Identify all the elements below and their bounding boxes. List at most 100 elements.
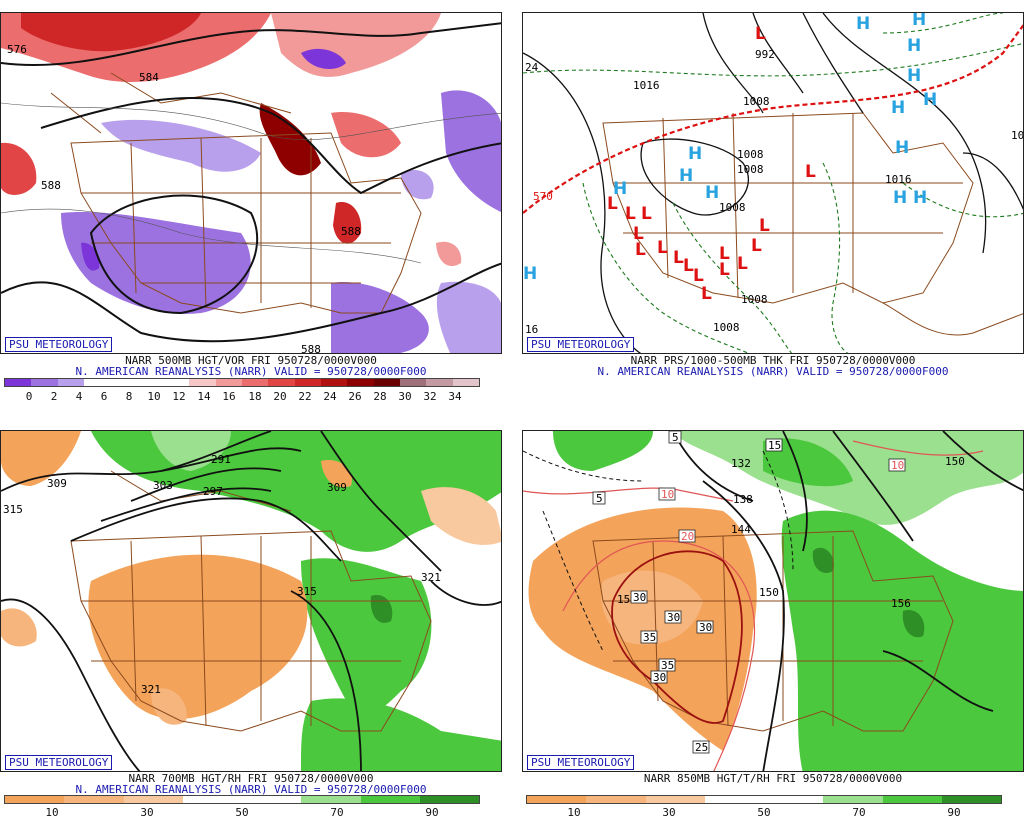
rh-colorbar: [526, 795, 1002, 804]
panel-caption: NARR 850MB HGT/T/RH FRI 950728/0000V000: [643, 772, 903, 785]
low-center-marker: L: [751, 236, 762, 256]
panel-subcaption: N. AMERICAN REANALYSIS (NARR) VALID = 95…: [597, 365, 949, 378]
colorbar-swatch: [320, 379, 348, 386]
colorbar-swatch: [704, 796, 764, 803]
height-label: 588: [301, 343, 321, 354]
thickness-contours: [523, 13, 1023, 353]
low-center-marker: L: [755, 24, 766, 44]
vorticity-min-hudson: [301, 48, 346, 69]
low-center-marker: L: [635, 240, 646, 260]
low-center-marker: L: [693, 266, 704, 286]
vorticity-lobe-pacific: [1, 142, 37, 195]
colorbar-tick-label: 50: [235, 806, 249, 819]
moist-area-northwest: [553, 431, 653, 471]
height-label: 576: [7, 43, 27, 56]
temp-label-box: [668, 431, 682, 444]
colorbar-tick-label: 10: [567, 806, 581, 819]
colorbar-swatch: [215, 379, 242, 386]
temp-label: 20: [681, 530, 694, 543]
psu-meteorology-logo: PSU METEOROLOGY: [527, 755, 635, 770]
height-label: 315: [297, 585, 317, 598]
colorbar-swatch: [242, 796, 302, 803]
map-850mb-temp-rh: 132 138 144 150 150 156 150 5 5 15 10 10…: [522, 430, 1024, 772]
thickness-label: 570: [533, 190, 553, 203]
height-contours-dashed: [523, 450, 794, 652]
temp-label: 30: [667, 611, 680, 624]
map-700mb-rh: 315 309 303 297 291 309 315 321 321 PSU …: [0, 430, 502, 772]
moist-area-east: [301, 558, 432, 715]
colorbar-tick-label: 28: [373, 390, 387, 403]
height-label: 291: [211, 453, 231, 466]
colorbar-swatch: [426, 379, 453, 386]
vorticity-max-northeast: [271, 13, 441, 77]
high-center-marker: H: [688, 144, 702, 164]
height-label: 144: [731, 523, 751, 536]
colorbar-tick-label: 10: [45, 806, 59, 819]
isobars: [523, 13, 1023, 353]
low-center-marker: L: [683, 256, 694, 276]
colorbar-swatch: [399, 379, 427, 386]
height-contours: [1, 431, 501, 771]
panel-caption: NARR PRS/1000-500MB THK FRI 950728/0000V…: [630, 354, 916, 367]
high-center-marker: H: [856, 14, 870, 34]
colorbar-swatch: [294, 379, 321, 386]
panel-pressure-thickness: 24 570 992 1016 1008 1008 1008 1008 1008…: [522, 12, 1024, 414]
colorbar-swatch: [527, 796, 587, 803]
panel-700mb-rh: 315 309 303 297 291 309 315 321 321 PSU …: [0, 430, 502, 832]
colorbar-tick-label: 16: [222, 390, 236, 403]
vorticity-min-gulf: [331, 282, 429, 353]
pressure-label: 1016: [633, 79, 660, 92]
low-center-marker: L: [607, 194, 618, 214]
temp-label-box: [765, 438, 783, 452]
high-center-marker: H: [679, 166, 693, 186]
temp-label-box: [658, 487, 676, 501]
temp-label-box: [678, 529, 696, 543]
pressure-label: 1008: [737, 163, 764, 176]
colorbar-swatch: [83, 379, 111, 386]
vorticity-colorbar: [4, 378, 480, 387]
pressure-label: 1008: [743, 95, 770, 108]
colorbar-swatch: [110, 379, 137, 386]
colorbar-swatch: [123, 796, 183, 803]
temp-label-box: [696, 620, 714, 634]
low-center-marker: L: [673, 248, 684, 268]
pressure-label: 1008: [737, 148, 764, 161]
colorbar-tick-label: 12: [172, 390, 186, 403]
political-borders: [70, 470, 432, 732]
low-center-marker: L: [719, 260, 730, 280]
colorbar-tick-label: 4: [75, 390, 83, 403]
high-pressure-centers: H H H H H H H H H H H H H H: [523, 13, 937, 284]
colorbar-tick-label: 24: [323, 390, 337, 403]
colorbar-swatch: [360, 796, 420, 803]
high-center-marker: H: [613, 179, 627, 199]
vorticity-min-southeast: [436, 281, 501, 353]
height-label: 309: [47, 477, 67, 490]
colorbar-tick-label: 34: [448, 390, 462, 403]
vorticity-lobe-atlantic: [436, 241, 462, 267]
dry-area-core: [601, 570, 703, 645]
colorbar-swatch: [882, 796, 942, 803]
political-borders: [602, 112, 1023, 336]
colorbar-tick-label: 50: [757, 806, 771, 819]
colorbar-swatch: [31, 379, 58, 386]
temp-label: 30: [699, 621, 712, 634]
pressure-label: 1008: [741, 293, 768, 306]
temp-label: 15: [768, 439, 781, 452]
colorbar-swatch: [645, 796, 705, 803]
colorbar-tick-label: 6: [100, 390, 108, 403]
height-label: 321: [421, 571, 441, 584]
temp-label: 10: [891, 459, 904, 472]
dry-area-plains: [88, 554, 308, 720]
vorticity-min-southwest: [61, 212, 251, 314]
isotherm-30: [611, 550, 743, 724]
height-label: 588: [341, 225, 361, 238]
dry-area-hudson: [321, 460, 352, 488]
temperature-labels: 5 5 15 10 10 20 30 30 30 35 35: [592, 431, 906, 754]
temp-label-box: [640, 630, 658, 644]
height-label: 315: [3, 503, 23, 516]
height-label: 297: [203, 485, 223, 498]
colorbar-tick-label: 32: [423, 390, 437, 403]
moist-area-core: [812, 547, 834, 573]
moist-area-canada-core: [763, 438, 853, 487]
low-center-marker: L: [805, 162, 816, 182]
